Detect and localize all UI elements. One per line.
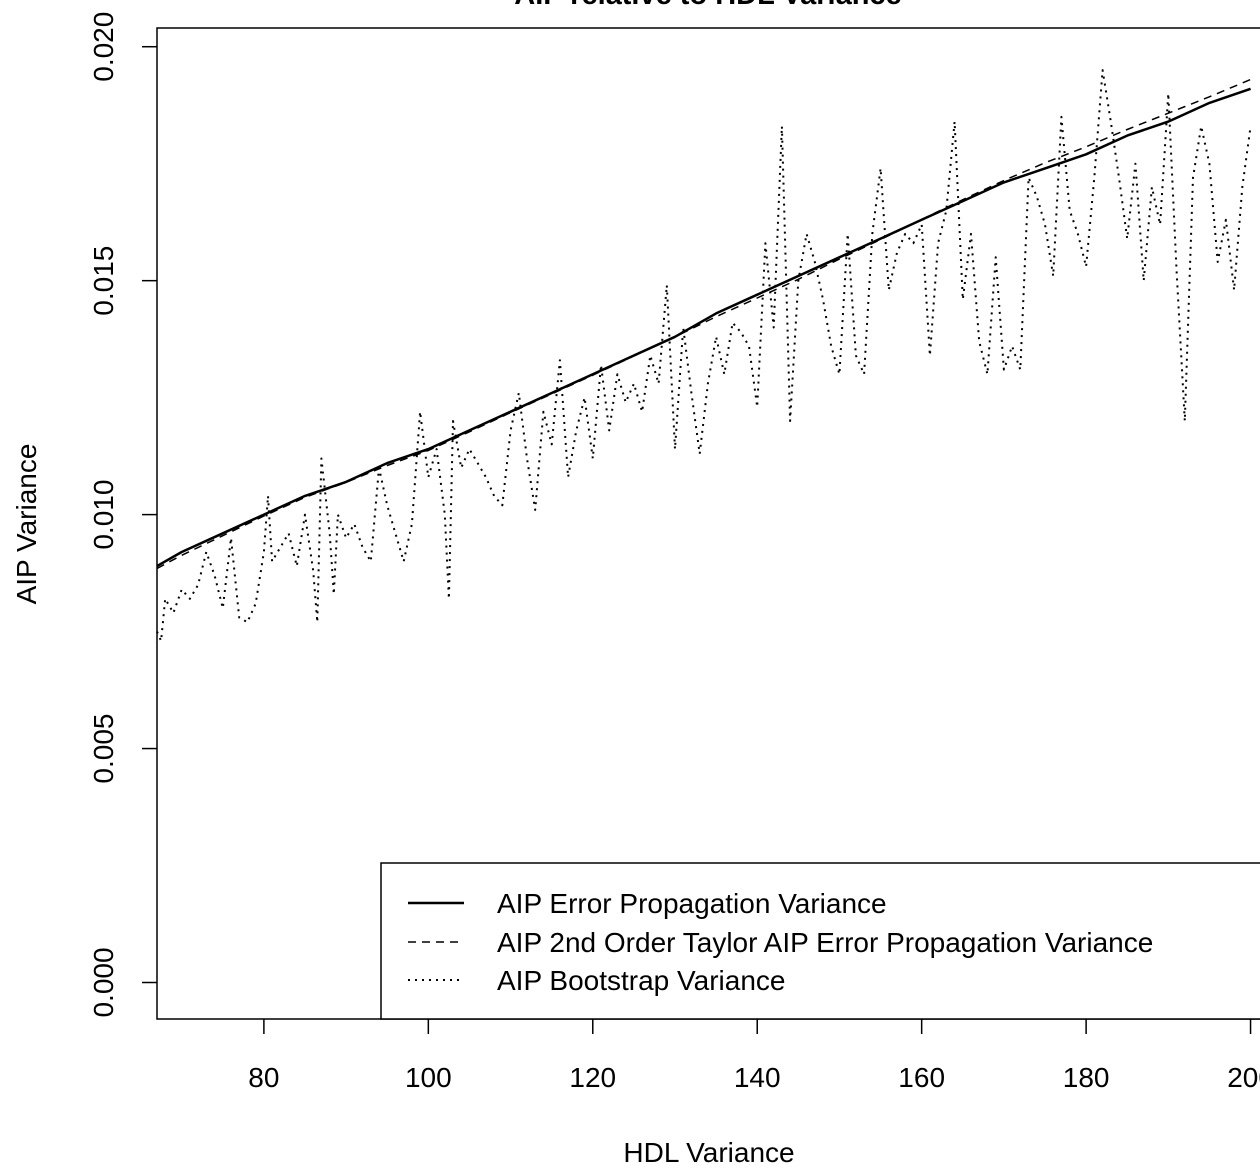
series-line-2	[156, 69, 1252, 642]
y-tick-label-0.010: 0.010	[88, 480, 119, 550]
legend-label-taylor: AIP 2nd Order Taylor AIP Error Propagati…	[497, 927, 1153, 958]
x-tick-label-140: 140	[734, 1062, 781, 1093]
x-tick-label-180: 180	[1063, 1062, 1110, 1093]
y-tick-label-0.005: 0.005	[88, 714, 119, 784]
legend: AIP Error Propagation Variance AIP 2nd O…	[380, 862, 1260, 1020]
legend-label-error-propagation: AIP Error Propagation Variance	[497, 888, 887, 919]
chart-title: AIP relative to HDL Variance	[514, 0, 901, 11]
x-tick-label-80: 80	[248, 1062, 279, 1093]
y-axis-label: AIP Variance	[11, 444, 42, 605]
y-tick-label-0.015: 0.015	[88, 246, 119, 316]
legend-label-bootstrap: AIP Bootstrap Variance	[497, 965, 785, 996]
x-tick-label-200: 200	[1227, 1062, 1260, 1093]
x-axis: 80 100 120 140 160 180 200	[248, 1019, 1260, 1093]
series-layer	[156, 69, 1252, 642]
x-tick-label-100: 100	[405, 1062, 452, 1093]
x-tick-label-160: 160	[898, 1062, 945, 1093]
y-tick-label-0.020: 0.020	[88, 12, 119, 82]
y-axis: 0.000 0.005 0.010 0.015 0.020	[88, 12, 157, 1018]
x-axis-label: HDL Variance	[623, 1137, 794, 1168]
y-tick-label-0.000: 0.000	[88, 947, 119, 1017]
x-tick-label-120: 120	[569, 1062, 616, 1093]
series-line-1	[156, 78, 1251, 570]
series-line-0	[156, 87, 1252, 568]
legend-box	[380, 862, 1260, 1020]
